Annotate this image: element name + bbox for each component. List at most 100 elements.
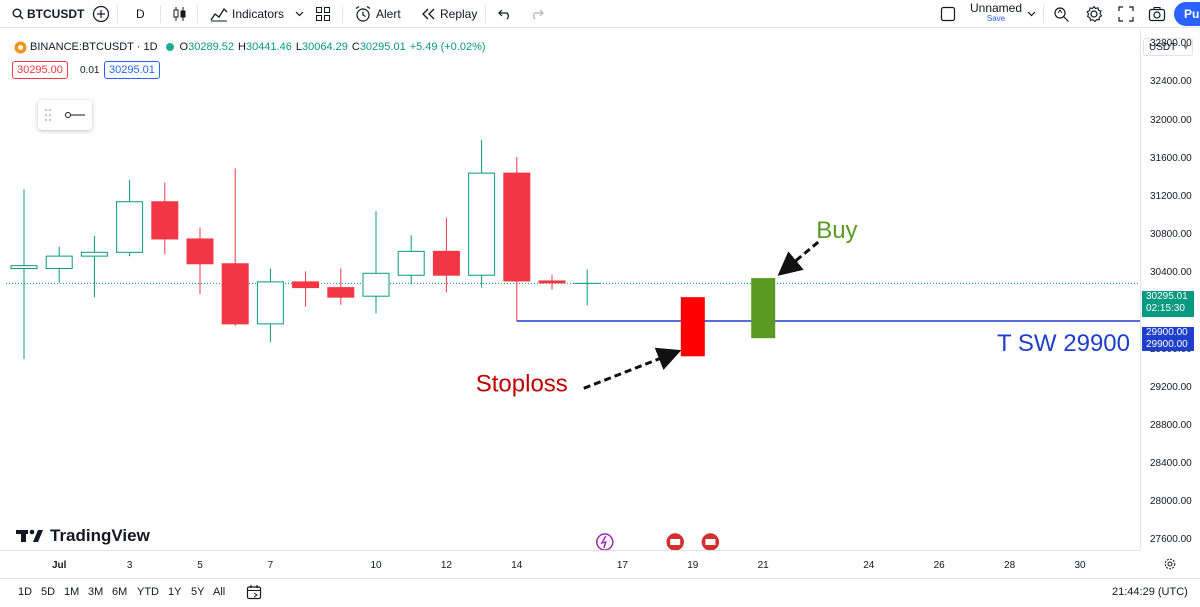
indicators-icon xyxy=(210,7,228,22)
redo-button[interactable] xyxy=(530,0,544,28)
toolbar-divider xyxy=(160,5,161,23)
candles-icon xyxy=(173,7,186,21)
quick-search-icon xyxy=(1054,6,1069,22)
layout-name-button[interactable]: Unnamed Save xyxy=(968,2,1024,23)
range-button-5y[interactable]: 5Y xyxy=(191,586,205,598)
time-axis-settings-button[interactable] xyxy=(1164,552,1176,576)
layout-select-checkbox[interactable] xyxy=(940,0,956,28)
settings-button[interactable] xyxy=(1085,0,1103,28)
toolbar-divider xyxy=(1043,5,1044,23)
replay-button[interactable]: Replay xyxy=(420,0,477,28)
chart-type-button[interactable] xyxy=(172,0,188,28)
range-button-1y[interactable]: 1Y xyxy=(168,586,182,598)
horizontal-ray-icon[interactable] xyxy=(64,109,86,121)
toolbar-divider xyxy=(117,5,118,23)
range-button-1m[interactable]: 1M xyxy=(64,586,80,598)
goto-date-button[interactable] xyxy=(246,580,262,604)
price-tick-label: 31600.00 xyxy=(1150,152,1192,164)
range-button-5d[interactable]: 5D xyxy=(41,586,56,598)
layout-menu-button[interactable] xyxy=(1027,0,1036,28)
price-tick-label: 28000.00 xyxy=(1150,496,1192,508)
last-price-label: 30295.01 02:15:30 xyxy=(1142,291,1194,317)
time-tick-label: 19 xyxy=(687,560,699,571)
alert-label: Alert xyxy=(376,7,401,21)
low-value: L30064.29 xyxy=(295,41,348,53)
snapshot-button[interactable] xyxy=(1148,0,1166,28)
utc-clock[interactable]: 21:44:29 (UTC) xyxy=(1112,586,1188,598)
sell-button[interactable]: 30295.00 xyxy=(12,61,68,79)
lightning-icon xyxy=(600,535,607,549)
stoploss-box xyxy=(680,297,705,357)
symbol-search-button[interactable]: BTCUSDT xyxy=(12,0,84,28)
time-axis[interactable] xyxy=(0,550,1140,576)
publish-button[interactable]: Pu xyxy=(1174,2,1200,26)
add-symbol-icon xyxy=(92,5,110,23)
flag-stripes-icon xyxy=(705,539,716,545)
market-status-icon xyxy=(165,43,174,51)
save-status: Save xyxy=(986,14,1006,23)
range-button-6m[interactable]: 6M xyxy=(112,586,128,598)
time-tick-label: 26 xyxy=(933,560,945,571)
alert-button[interactable]: Alert xyxy=(354,0,401,28)
time-tick-label: 5 xyxy=(197,560,203,571)
price-tick-label: 29200.00 xyxy=(1150,381,1192,393)
chevron-down-icon xyxy=(295,11,304,17)
calendar-icon xyxy=(246,585,262,600)
currency-select[interactable]: USDT xyxy=(1143,38,1193,56)
time-tick-label: 17 xyxy=(616,560,628,571)
range-button-all[interactable]: All xyxy=(213,586,226,598)
candle-body xyxy=(432,250,460,276)
buy-label: Buy xyxy=(816,217,857,244)
candle-body xyxy=(151,201,179,240)
time-tick-label: 28 xyxy=(1004,560,1016,571)
redo-icon xyxy=(533,9,544,20)
interval-button[interactable]: D xyxy=(136,0,145,28)
range-button-1d[interactable]: 1D xyxy=(18,586,33,598)
range-button-ytd[interactable]: YTD xyxy=(137,586,159,598)
price-tick-label: 28800.00 xyxy=(1150,419,1192,431)
toolbar-divider xyxy=(342,5,343,23)
search-icon xyxy=(12,8,24,20)
time-tick-label: 3 xyxy=(126,560,133,571)
indicators-menu-button[interactable] xyxy=(295,0,304,28)
tradingview-logo-icon xyxy=(16,529,43,542)
toolbar-divider xyxy=(197,5,198,23)
range-button-3m[interactable]: 3M xyxy=(88,586,104,598)
spread-value: 0.01 xyxy=(80,64,100,76)
candle-body xyxy=(45,255,73,270)
candle-body xyxy=(538,280,566,284)
undo-button[interactable] xyxy=(498,0,512,28)
candle-body xyxy=(186,238,214,265)
candle-body xyxy=(256,281,284,325)
snapshot-icon xyxy=(1148,7,1166,22)
quick-search-button[interactable] xyxy=(1053,0,1070,28)
price-tick-label: 31200.00 xyxy=(1150,190,1192,202)
time-tick-label: 30 xyxy=(1074,560,1086,571)
time-tick-label: 24 xyxy=(863,560,875,571)
fullscreen-button[interactable] xyxy=(1118,0,1134,28)
level-line-label: T SW 29900 xyxy=(997,330,1130,357)
chart-pane[interactable]: T SW 29900 Stoploss Buy xyxy=(6,30,1140,551)
candle-body xyxy=(292,281,320,289)
candle-body xyxy=(397,250,425,276)
price-axis[interactable] xyxy=(1140,30,1200,550)
open-value: O30289.52 xyxy=(179,41,234,53)
candle-body xyxy=(327,287,355,298)
time-tick-label: 12 xyxy=(440,560,452,571)
tradingview-watermark[interactable]: TradingView xyxy=(16,526,150,546)
indicators-button[interactable]: Indicators xyxy=(210,0,284,28)
buy-button[interactable]: 30295.01 xyxy=(104,61,160,79)
stoploss-arrow xyxy=(583,347,682,390)
floating-drawing-toolbar[interactable] xyxy=(38,100,92,130)
templates-button[interactable] xyxy=(315,0,331,28)
chevron-down-icon xyxy=(1027,11,1036,17)
undo-icon xyxy=(498,9,509,20)
compare-symbol-button[interactable] xyxy=(92,0,110,28)
candle-body xyxy=(116,201,144,253)
price-tick-label: 28400.00 xyxy=(1150,458,1192,470)
symbol-label: BTCUSDT xyxy=(27,7,85,21)
candle-body xyxy=(80,251,108,257)
price-chart[interactable]: T SW 29900 Stoploss Buy xyxy=(6,30,1140,551)
buy-arrow xyxy=(777,240,820,276)
drag-handle-icon[interactable] xyxy=(38,100,92,130)
